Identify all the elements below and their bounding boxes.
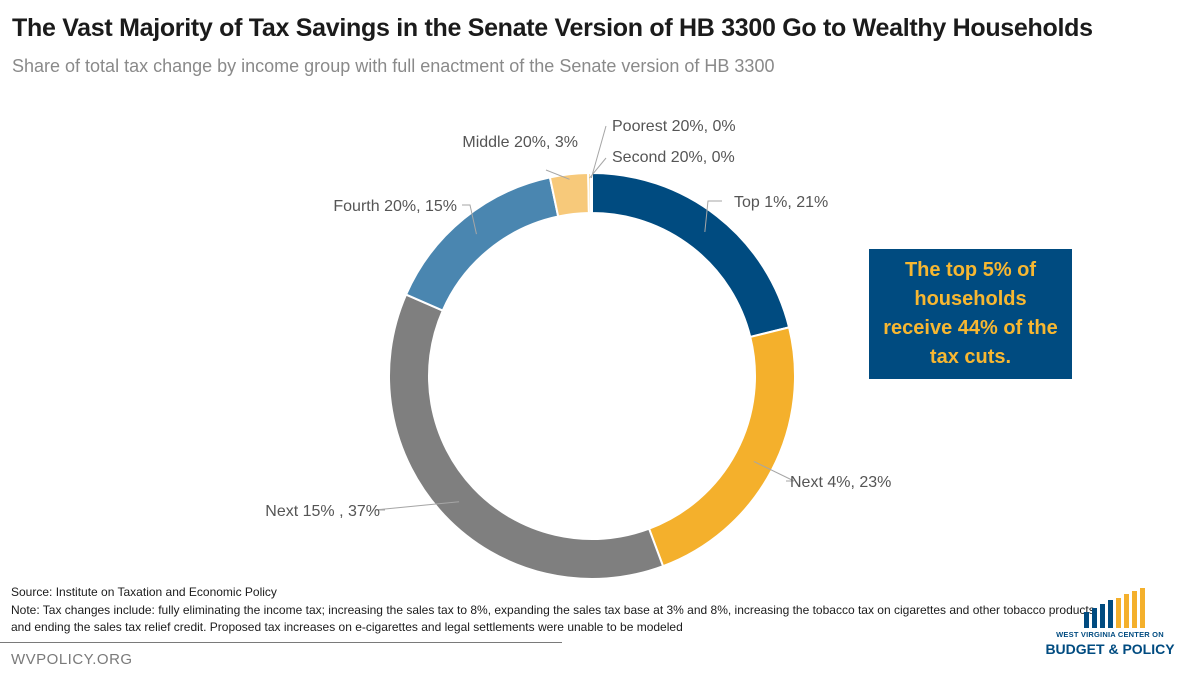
- footer-divider: [0, 642, 562, 643]
- leader-line: [374, 501, 460, 511]
- slice-label: Next 15% , 37%: [265, 503, 380, 520]
- chart-subtitle: Share of total tax change by income grou…: [12, 56, 775, 76]
- chart-title: The Vast Majority of Tax Savings in the …: [12, 14, 1093, 42]
- leader-line: [753, 460, 795, 482]
- donut-slice: [388, 293, 665, 580]
- callout-text: The top 5% of households receive 44% of …: [883, 259, 1058, 368]
- leader-line: [704, 200, 722, 232]
- leader-line: [545, 169, 570, 180]
- slice-label: Second 20%, 0%: [612, 149, 735, 166]
- source-note: Source: Institute on Taxation and Econom…: [11, 585, 277, 599]
- leader-line: [462, 204, 477, 235]
- slice-label: Fourth 20%, 15%: [333, 198, 457, 215]
- logo-text-top: WEST VIRGINIA CENTER ON: [1056, 630, 1164, 639]
- donut-chart: Top 1%, 21% Next 4%, 23% Next 15% , 37% Fou…: [265, 118, 891, 580]
- wvcbp-logo: WEST VIRGINIA CENTER ON BUDGET & POLICY: [1030, 588, 1190, 668]
- leader-line: [590, 125, 607, 179]
- site-url: WVPOLICY.ORG: [11, 651, 133, 668]
- logo-text-bottom: BUDGET & POLICY: [1045, 641, 1175, 657]
- slice-label: Middle 20%, 3%: [462, 134, 578, 151]
- slice-label: Poorest 20%, 0%: [612, 118, 736, 135]
- donut-slice: [647, 326, 796, 568]
- callout-box: The top 5% of households receive 44% of …: [869, 249, 1072, 379]
- logo-bars-icon: [1084, 588, 1145, 628]
- slice-label: Next 4%, 23%: [790, 474, 891, 491]
- donut-slice: [589, 171, 593, 215]
- slice-label: Top 1%, 21%: [734, 194, 828, 211]
- methodology-note: Note: Tax changes include: fully elimina…: [11, 603, 1099, 634]
